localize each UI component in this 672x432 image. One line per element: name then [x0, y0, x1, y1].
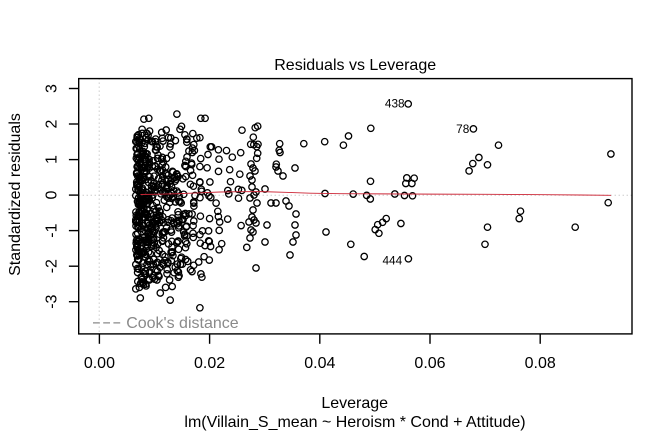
svg-text:-3: -3 [43, 294, 60, 308]
svg-text:-1: -1 [43, 223, 60, 237]
svg-text:0.02: 0.02 [194, 355, 225, 372]
svg-text:0: 0 [43, 191, 60, 200]
svg-text:78: 78 [456, 122, 470, 136]
svg-text:0.08: 0.08 [525, 355, 556, 372]
svg-text:444: 444 [383, 253, 403, 267]
svg-text:0.00: 0.00 [84, 355, 115, 372]
svg-text:1: 1 [43, 155, 60, 164]
svg-text:-2: -2 [43, 259, 60, 273]
svg-text:lm(Villain_S_mean ~ Heroism *: lm(Villain_S_mean ~ Heroism * Cond + Att… [184, 414, 525, 431]
svg-text:3: 3 [43, 84, 60, 93]
svg-text:Leverage: Leverage [321, 395, 388, 412]
svg-text:0.06: 0.06 [414, 355, 445, 372]
svg-text:Standardized residuals: Standardized residuals [7, 113, 24, 276]
svg-text:Residuals vs Leverage: Residuals vs Leverage [274, 57, 436, 74]
svg-text:0.04: 0.04 [304, 355, 335, 372]
svg-text:2: 2 [43, 119, 60, 128]
svg-text:Cook's distance: Cook's distance [126, 315, 239, 332]
svg-text:438: 438 [385, 97, 405, 111]
